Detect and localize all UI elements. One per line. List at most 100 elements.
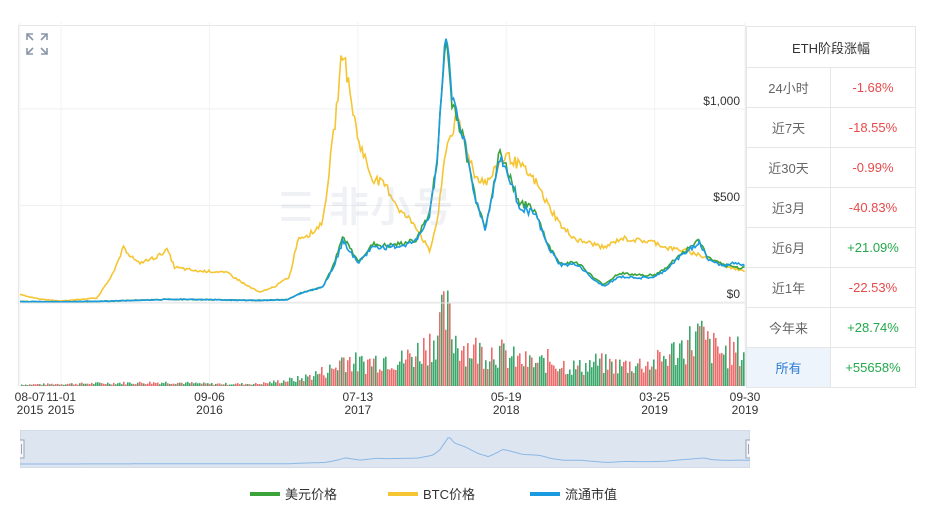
table-row[interactable]: 所有 +55658% <box>746 347 916 388</box>
volume-bar <box>191 382 193 386</box>
navigator-handle-right[interactable] <box>745 439 754 459</box>
volume-bar <box>589 360 591 386</box>
volume-bar <box>319 373 321 386</box>
legend-label: BTC价格 <box>423 487 476 502</box>
volume-bar <box>489 361 491 386</box>
volume-bar <box>451 339 453 386</box>
period-label[interactable]: 24小时 <box>746 67 831 108</box>
period-label[interactable]: 近3月 <box>746 187 831 228</box>
volume-bar <box>619 359 621 386</box>
volume-bar <box>499 345 501 386</box>
volume-bar <box>265 382 267 386</box>
table-row[interactable]: 24小时 -1.68% <box>746 67 916 108</box>
volume-bar <box>565 374 567 386</box>
volume-bar <box>419 361 421 386</box>
volume-bar <box>561 367 563 386</box>
volume-bar <box>603 373 605 386</box>
table-row[interactable]: 近7天 -18.55% <box>746 107 916 148</box>
series-line-1 <box>19 55 746 303</box>
legend-swatch <box>530 491 560 496</box>
legend-item-usd-price[interactable]: 美元价格 <box>250 484 337 503</box>
volume-bar <box>309 374 311 386</box>
volume-bar <box>313 376 315 386</box>
period-label[interactable]: 近30天 <box>746 147 831 188</box>
volume-bar <box>159 384 161 386</box>
volume-bar <box>567 373 569 386</box>
table-row[interactable]: 近30天 -0.99% <box>746 147 916 188</box>
table-row[interactable]: 近1年 -22.53% <box>746 267 916 308</box>
volume-bar <box>665 359 667 386</box>
volume-bar <box>275 382 277 386</box>
volume-bar <box>497 367 499 386</box>
volume-bar <box>317 374 319 386</box>
volume-bar <box>581 371 583 386</box>
volume-bar <box>291 378 293 386</box>
volume-bar <box>219 383 221 386</box>
table-row[interactable]: 今年来 +28.74% <box>746 307 916 348</box>
volume-bar <box>377 372 379 386</box>
volume-bar <box>743 352 745 386</box>
volume-bar <box>357 371 359 386</box>
volume-bar <box>723 354 725 386</box>
volume-bar <box>635 366 637 386</box>
volume-bar <box>181 382 183 386</box>
legend-item-btc-price[interactable]: BTC价格 <box>388 484 475 503</box>
volume-bar <box>447 290 449 386</box>
period-label[interactable]: 今年来 <box>746 307 831 348</box>
volume-bar <box>495 364 497 386</box>
volume-bar <box>55 384 57 386</box>
navigator-handle-left[interactable] <box>16 439 25 459</box>
table-row[interactable]: 近3月 -40.83% <box>746 187 916 228</box>
period-label[interactable]: 所有 <box>746 347 831 388</box>
volume-bar <box>255 382 257 386</box>
x-tick-label: 05-19 2018 <box>490 390 522 417</box>
volume-bar <box>529 355 531 386</box>
volume-bar <box>211 383 213 386</box>
volume-bar <box>643 372 645 386</box>
x-tick-label: 07-13 2017 <box>342 390 374 417</box>
volume-bar <box>229 384 231 386</box>
volume-bar <box>429 333 431 386</box>
volume-bar <box>107 382 109 386</box>
volume-bar <box>705 339 707 386</box>
volume-bar <box>697 323 699 386</box>
volume-bar <box>331 368 333 386</box>
volume-bar <box>325 377 327 386</box>
volume-bar <box>623 361 625 386</box>
volume-bar <box>441 294 443 386</box>
volume-bar <box>639 358 641 386</box>
volume-bar <box>361 355 363 386</box>
volume-bar <box>729 336 731 386</box>
volume-bar <box>399 361 401 386</box>
volume-bar <box>531 357 533 386</box>
volume-bar <box>201 383 203 386</box>
volume-bar <box>27 385 29 386</box>
volume-bar <box>97 382 99 386</box>
volume-bar <box>49 384 51 386</box>
volume-bar <box>323 375 325 386</box>
volume-bar <box>143 383 145 386</box>
volume-bar <box>89 384 91 386</box>
volume-bar <box>251 384 253 386</box>
volume-bar <box>285 381 287 386</box>
volume-bar <box>475 337 477 386</box>
volume-bar <box>637 363 639 386</box>
volume-bar <box>71 383 73 386</box>
volume-bar <box>263 382 265 386</box>
range-navigator[interactable] <box>16 429 754 469</box>
legend-item-market-cap[interactable]: 流通市值 <box>530 484 617 503</box>
table-row[interactable]: 近6月 +21.09% <box>746 227 916 268</box>
period-label[interactable]: 近6月 <box>746 227 831 268</box>
volume-bar <box>43 383 45 386</box>
period-label[interactable]: 近7天 <box>746 107 831 148</box>
volume-bar <box>179 382 181 386</box>
series-lines <box>19 38 746 303</box>
volume-bar <box>315 371 317 386</box>
expand-icon[interactable] <box>24 31 50 57</box>
volume-bar <box>23 385 25 386</box>
volume-bar <box>125 384 127 386</box>
volume-bar <box>541 355 543 386</box>
period-label[interactable]: 近1年 <box>746 267 831 308</box>
volume-bar <box>675 365 677 386</box>
